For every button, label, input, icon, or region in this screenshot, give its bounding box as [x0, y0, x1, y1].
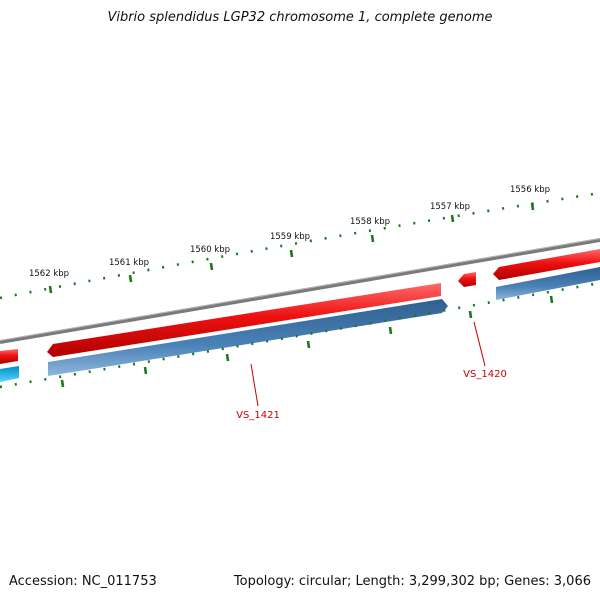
genome-summary-text: Topology: circular; Length: 3,299,302 bp… — [233, 574, 591, 589]
tick-label: 1558 kbp — [350, 217, 390, 227]
gene-leader-line — [250, 363, 259, 407]
major-ticks-outer — [48, 202, 535, 294]
gene-forward-small — [458, 272, 476, 287]
gene-forward-right — [493, 249, 600, 280]
forward-strand-track — [0, 249, 600, 364]
tick-label: 1562 kbp — [29, 269, 69, 279]
scale-ring-outer — [0, 191, 600, 300]
gene-reverse-left — [0, 366, 19, 382]
tick-label: 1559 kbp — [270, 232, 310, 242]
gene-reverse-right — [496, 267, 600, 300]
genome-backbone — [0, 238, 600, 344]
major-ticks-inner — [60, 295, 554, 388]
tick-label: 1557 kbp — [430, 202, 470, 212]
tick-labels: 1556 kbp 1557 kbp 1558 kbp 1559 kbp 1560… — [29, 185, 550, 279]
gene-reverse-main — [48, 299, 448, 376]
reverse-strand-track — [0, 267, 600, 382]
tick-label: 1561 kbp — [109, 258, 149, 268]
tick-label: 1556 kbp — [510, 185, 550, 195]
gene-forward-left — [0, 349, 18, 364]
gene-label-vs1421: VS_1421 — [236, 410, 280, 421]
accession-text: Accession: NC_011753 — [9, 574, 157, 589]
genome-title: Vibrio splendidus LGP32 chromosome 1, co… — [107, 10, 493, 25]
gene-leader-line — [473, 321, 486, 367]
gene-label-vs1420: VS_1420 — [463, 369, 507, 380]
tick-label: 1560 kbp — [190, 245, 230, 255]
gene-forward-main — [47, 283, 441, 357]
